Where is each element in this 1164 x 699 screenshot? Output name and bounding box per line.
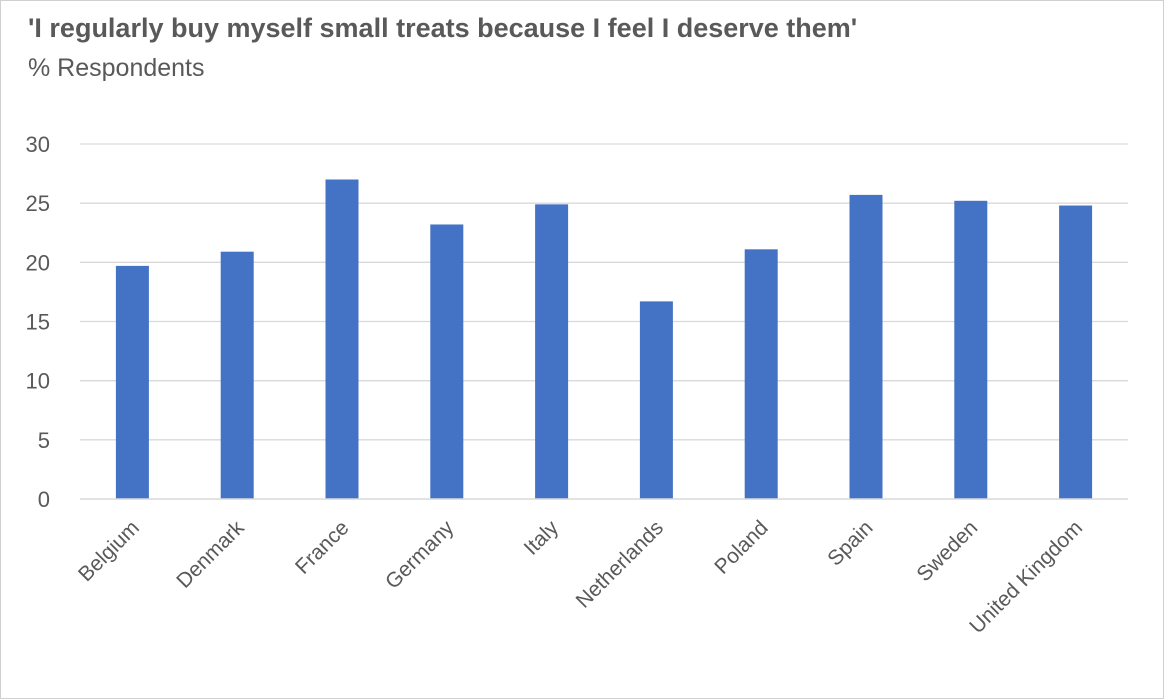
gridlines <box>80 143 1128 441</box>
x-tick-label: France <box>291 516 353 578</box>
x-tick-label: Germany <box>381 516 459 594</box>
y-tick-label: 30 <box>26 132 50 157</box>
bar-italy <box>535 204 569 499</box>
y-axis-ticks: 0 5 10 15 20 25 30 <box>26 132 50 512</box>
x-tick-label: Spain <box>823 516 877 570</box>
y-tick-label: 15 <box>26 310 50 335</box>
chart-title: 'I regularly buy myself small treats bec… <box>28 13 858 43</box>
x-tick-label: Denmark <box>172 516 249 593</box>
y-tick-label: 20 <box>26 250 50 275</box>
bar-sweden <box>954 200 988 500</box>
y-tick-label: 25 <box>26 191 50 216</box>
x-tick-label: Netherlands <box>572 516 668 612</box>
bars <box>115 179 1093 500</box>
bar-belgium <box>115 265 149 499</box>
chart-subtitle: % Respondents <box>28 54 205 82</box>
x-tick-label: Belgium <box>74 516 144 586</box>
y-tick-label: 0 <box>38 487 50 512</box>
bar-poland <box>744 249 778 499</box>
x-tick-label: Sweden <box>912 516 982 586</box>
y-tick-label: 10 <box>26 369 50 394</box>
bar-denmark <box>220 251 254 499</box>
bar-united-kingdom <box>1059 205 1093 500</box>
bar-germany <box>430 224 464 499</box>
y-tick-label: 5 <box>38 428 50 453</box>
bar-france <box>325 179 359 499</box>
bar-netherlands <box>639 301 673 499</box>
x-axis-ticks: Belgium Denmark France Germany Italy Netherla… <box>74 516 1087 638</box>
x-tick-label: Poland <box>710 516 773 579</box>
x-tick-label: United Kingdom <box>965 516 1087 638</box>
bar-spain <box>849 194 883 499</box>
x-tick-label: Italy <box>520 516 564 560</box>
